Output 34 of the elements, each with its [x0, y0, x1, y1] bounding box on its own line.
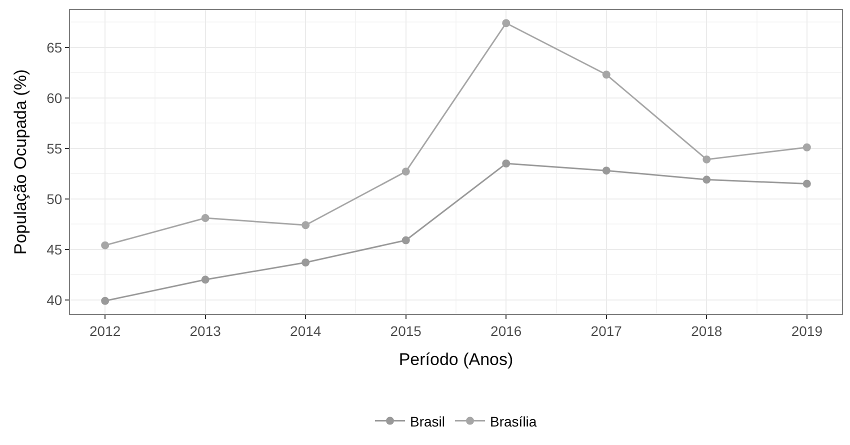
- point: [602, 70, 610, 79]
- point: [302, 258, 310, 266]
- point: [201, 214, 210, 222]
- point: [302, 221, 310, 230]
- x-tick-label: 2013: [190, 322, 222, 339]
- point: [702, 176, 711, 184]
- point: [101, 296, 110, 305]
- point: [802, 143, 811, 152]
- point: [702, 155, 711, 164]
- x-tick-label: 2017: [590, 322, 622, 339]
- y-tick-label: 50: [46, 190, 62, 207]
- x-tick-label: 2014: [290, 322, 322, 339]
- x-tick-label: 2018: [691, 322, 722, 339]
- x-tick-label: 2012: [90, 322, 121, 339]
- y-tick-label: 65: [46, 39, 62, 56]
- point: [101, 241, 110, 250]
- y-tick-label: 40: [46, 292, 62, 308]
- y-axis-title: População Ocupada (%): [11, 69, 30, 255]
- point: [502, 19, 510, 28]
- point: [502, 160, 510, 168]
- x-axis-title: Período (Anos): [398, 350, 514, 370]
- legend-label: Brasília: [490, 413, 537, 430]
- x-tick-label: 2016: [490, 322, 522, 339]
- y-tick-label: 45: [46, 241, 62, 258]
- x-tick-label: 2015: [390, 322, 422, 339]
- point: [402, 236, 410, 244]
- point: [602, 166, 610, 175]
- x-tick-label: 2019: [791, 322, 823, 339]
- point: [402, 168, 410, 176]
- point: [802, 180, 811, 188]
- legend-label: Brasil: [410, 413, 446, 430]
- y-tick-label: 55: [46, 140, 62, 156]
- point: [201, 276, 210, 284]
- y-tick-label: 60: [46, 90, 62, 106]
